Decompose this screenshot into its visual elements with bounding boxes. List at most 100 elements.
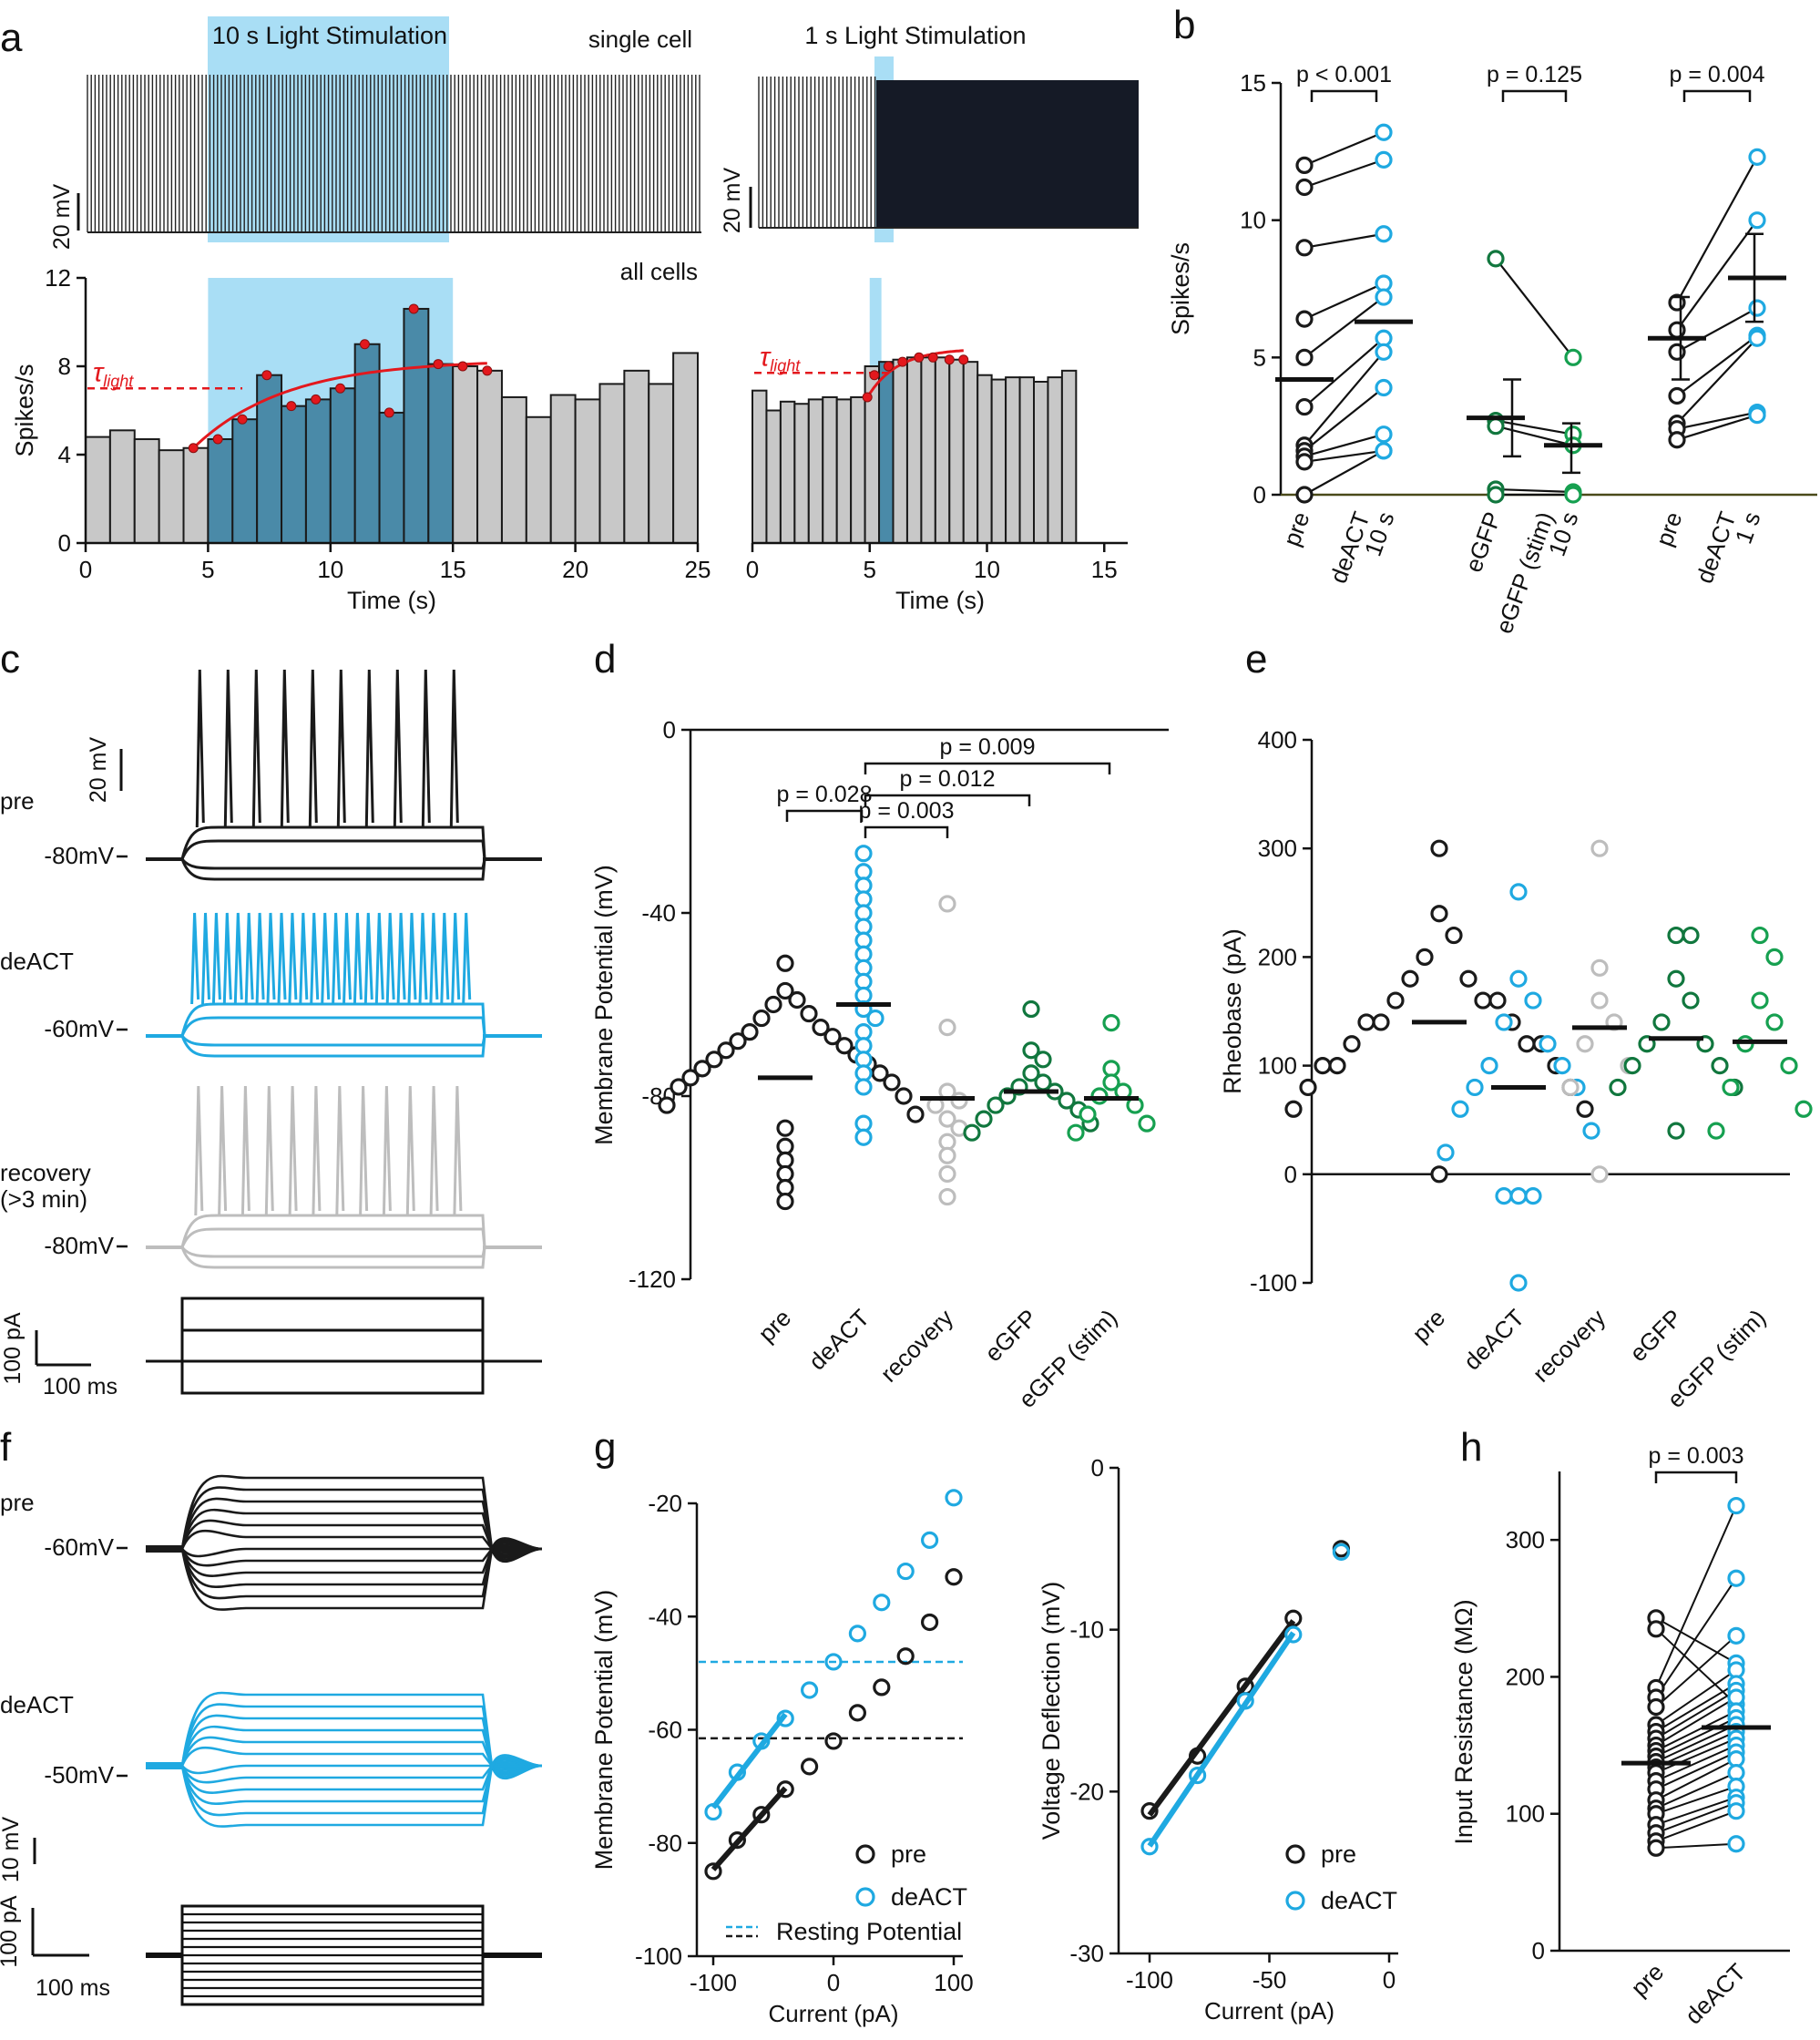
significance-bracket bbox=[864, 762, 1111, 774]
x-category-label: deACT bbox=[1691, 508, 1742, 587]
fit-line bbox=[1147, 1631, 1296, 1848]
pair-line bbox=[1304, 232, 1385, 249]
data-point bbox=[1667, 969, 1685, 988]
data-point bbox=[1328, 1056, 1346, 1075]
fit-point bbox=[457, 361, 468, 372]
data-point bbox=[848, 1704, 867, 1722]
data-point-pre bbox=[1295, 310, 1314, 328]
condition-label-pre: pre bbox=[0, 1489, 35, 1516]
x-tick-label: 0 bbox=[746, 556, 759, 583]
step-response bbox=[180, 839, 486, 860]
data-point bbox=[945, 1489, 963, 1507]
data-point bbox=[752, 1806, 771, 1824]
significance-bracket bbox=[864, 825, 949, 838]
step-response bbox=[181, 1764, 542, 1775]
data-point-post bbox=[1748, 299, 1766, 317]
data-point bbox=[741, 1023, 759, 1041]
pair-line bbox=[1655, 1758, 1737, 1801]
data-point bbox=[1652, 1013, 1671, 1031]
data-point bbox=[1299, 1078, 1317, 1097]
pair-line bbox=[1655, 1738, 1737, 1774]
pair-line bbox=[1495, 258, 1574, 359]
pair-line bbox=[1304, 433, 1385, 457]
y-tick-label: -80 bbox=[648, 1830, 682, 1857]
scale-label-ms: 100 ms bbox=[43, 1374, 118, 1399]
fit-point bbox=[188, 443, 199, 454]
bar bbox=[1018, 376, 1036, 544]
legend-marker bbox=[855, 1844, 875, 1864]
x-tick-label: 25 bbox=[685, 556, 711, 583]
panel-f-traces: pre deACT -60mV -50mV 10 mV 100 pA 100 ms bbox=[0, 1474, 543, 2006]
data-point bbox=[835, 1037, 854, 1055]
x-tick-label: 10 bbox=[974, 556, 1000, 583]
significance-p-value: p < 0.001 bbox=[1296, 62, 1392, 87]
bar bbox=[304, 398, 332, 544]
condition-label-recovery: recovery bbox=[0, 1159, 91, 1186]
scale-label-mv: 20 mV bbox=[720, 168, 745, 234]
data-point bbox=[975, 1110, 993, 1128]
data-point-post bbox=[1375, 225, 1393, 243]
fit-point bbox=[862, 392, 873, 403]
data-point bbox=[704, 1802, 722, 1821]
data-point-post bbox=[1375, 123, 1393, 141]
step-response bbox=[180, 857, 486, 870]
data-point bbox=[945, 1568, 963, 1586]
fit-point bbox=[883, 361, 894, 372]
data-point bbox=[1524, 1187, 1542, 1205]
data-point-post bbox=[1375, 150, 1393, 169]
fit-point bbox=[869, 370, 880, 381]
pair-line bbox=[1655, 1505, 1737, 1688]
data-point bbox=[800, 1681, 819, 1699]
bar bbox=[256, 374, 283, 545]
y-tick-label: -20 bbox=[648, 1490, 682, 1517]
bar bbox=[850, 395, 866, 545]
panel-letter-h: h bbox=[1460, 1425, 1482, 1470]
y-tick-label: 200 bbox=[1258, 943, 1297, 970]
x-tick-label: 10 bbox=[317, 556, 343, 583]
data-point bbox=[1188, 1747, 1207, 1765]
pair-line bbox=[1655, 1717, 1737, 1758]
data-point bbox=[776, 981, 794, 1000]
resting-potential-label: -50mV bbox=[44, 1761, 114, 1789]
bar bbox=[892, 358, 908, 544]
data-point bbox=[824, 1653, 843, 1671]
data-point bbox=[728, 1831, 747, 1850]
data-point-pre bbox=[1668, 386, 1686, 405]
bar bbox=[934, 356, 951, 544]
pair-line bbox=[1655, 1710, 1737, 1752]
y-tick-label: -10 bbox=[1069, 1616, 1104, 1644]
data-point bbox=[1372, 1013, 1390, 1031]
y-tick-label: 5 bbox=[1253, 343, 1266, 371]
data-point-post bbox=[1748, 211, 1766, 230]
data-point-post bbox=[1748, 406, 1766, 425]
step-response bbox=[180, 1016, 486, 1037]
bar bbox=[948, 358, 965, 544]
pair-line bbox=[1655, 1689, 1737, 1739]
panel-labels: a b c d e f g h bbox=[0, 3, 1482, 1470]
scale-label-pa: 100 pA bbox=[0, 1312, 26, 1385]
data-point bbox=[1780, 1056, 1798, 1075]
data-point-post bbox=[1727, 1496, 1745, 1515]
bar bbox=[403, 307, 430, 544]
pair-line bbox=[1676, 220, 1758, 331]
data-point bbox=[824, 1732, 843, 1750]
y-tick-label: -100 bbox=[635, 1943, 682, 1970]
data-point bbox=[776, 1192, 794, 1211]
data-point bbox=[1138, 1114, 1156, 1133]
data-point-post bbox=[1748, 148, 1766, 166]
pair-line bbox=[1655, 1697, 1737, 1747]
data-point bbox=[854, 1128, 873, 1146]
data-point bbox=[800, 1758, 819, 1776]
pair-line bbox=[1304, 449, 1385, 463]
resting-potential-label: -60mV bbox=[44, 1015, 114, 1042]
significance-bracket bbox=[1654, 1471, 1738, 1483]
data-point-pre bbox=[1668, 343, 1686, 361]
data-point bbox=[1495, 1013, 1513, 1031]
step-response bbox=[180, 1714, 543, 1776]
step-response bbox=[180, 1545, 543, 1567]
y-axis-label: Membrane Potential (mV) bbox=[590, 865, 618, 1145]
step-response bbox=[180, 1543, 543, 1577]
bar bbox=[905, 356, 923, 544]
data-point bbox=[693, 1060, 711, 1078]
pair-line bbox=[1676, 337, 1758, 425]
